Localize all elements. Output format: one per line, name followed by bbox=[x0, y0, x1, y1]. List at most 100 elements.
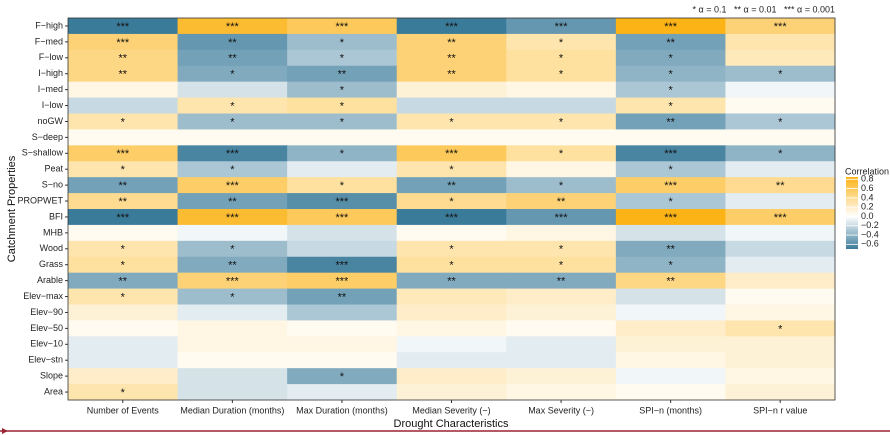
y-tick-label: Elev−50 bbox=[30, 323, 63, 333]
heatmap-cell bbox=[506, 97, 617, 114]
heatmap-cell bbox=[287, 224, 398, 242]
y-tick-label: PROPWET bbox=[17, 195, 63, 205]
heatmap-cell bbox=[68, 177, 179, 194]
heatmap-cell bbox=[615, 145, 726, 162]
heatmap-cell bbox=[725, 224, 836, 242]
heatmap-cell bbox=[177, 145, 288, 162]
heatmap-cell bbox=[177, 65, 288, 83]
heatmap-cell bbox=[615, 304, 726, 321]
significance-stars: *** bbox=[664, 212, 678, 224]
significance-stars: *** bbox=[336, 21, 350, 33]
heatmap-cell bbox=[506, 161, 617, 178]
heatmap-cell bbox=[68, 145, 179, 162]
heatmap-cell bbox=[177, 272, 288, 290]
significance-stars: *** bbox=[336, 212, 350, 224]
significance-stars: * bbox=[559, 37, 564, 49]
heatmap-cell bbox=[68, 18, 179, 35]
significance-stars: ** bbox=[557, 276, 566, 288]
heatmap-cell bbox=[725, 49, 836, 67]
heatmap-cell bbox=[396, 129, 507, 146]
significance-stars: * bbox=[340, 85, 345, 97]
heatmap-cell bbox=[725, 81, 836, 99]
significance-stars: *** bbox=[664, 148, 678, 160]
heatmap-cell bbox=[725, 193, 836, 210]
heatmap-cell bbox=[506, 368, 617, 385]
heatmap-cell bbox=[725, 33, 836, 51]
heatmap-cell bbox=[287, 368, 398, 385]
heatmap-cell bbox=[68, 304, 179, 321]
heatmap-cell bbox=[725, 288, 836, 305]
heatmap-cell bbox=[177, 161, 288, 178]
significance-stars: *** bbox=[226, 180, 240, 192]
heatmap-cell bbox=[68, 129, 179, 146]
significance-stars: *** bbox=[774, 212, 788, 224]
heatmap-cell bbox=[396, 304, 507, 321]
heatmap-cell bbox=[615, 81, 726, 99]
heatmap-cell bbox=[615, 240, 726, 258]
heatmap-cell bbox=[396, 18, 507, 35]
heatmap-cell bbox=[177, 352, 288, 369]
y-tick-label: Arable bbox=[37, 275, 63, 285]
significance-stars: * bbox=[340, 100, 345, 112]
significance-stars: * bbox=[669, 164, 674, 176]
heatmap-cell bbox=[68, 113, 179, 130]
significance-stars: *** bbox=[555, 212, 569, 224]
heatmap-cell bbox=[725, 256, 836, 274]
x-tick-label: SPI−n r value bbox=[753, 405, 807, 415]
heatmap-cell bbox=[725, 65, 836, 83]
heatmap-cell bbox=[506, 272, 617, 290]
heatmap-cell bbox=[615, 336, 726, 353]
colorbar-tick-label: 0.0 bbox=[861, 211, 874, 221]
heatmap-cell bbox=[615, 161, 726, 178]
significance-stars: *** bbox=[116, 21, 130, 33]
x-tick-label: Max Duration (months) bbox=[296, 405, 388, 415]
significance-stars: * bbox=[121, 164, 126, 176]
heatmap-cell bbox=[177, 49, 288, 67]
heatmap-cell bbox=[287, 272, 398, 290]
heatmap-cell bbox=[396, 33, 507, 51]
significance-stars: *** bbox=[116, 212, 130, 224]
significance-stars: ** bbox=[119, 53, 128, 65]
significance-stars: * bbox=[449, 196, 454, 208]
colorbar-tick-label: −0.2 bbox=[861, 220, 879, 230]
significance-stars: * bbox=[669, 100, 674, 112]
heatmap-cell bbox=[287, 352, 398, 369]
y-tick-label: Elev−stn bbox=[28, 355, 63, 365]
heatmap-cell bbox=[68, 49, 179, 67]
heatmap-cell bbox=[68, 193, 179, 210]
heatmap-cell bbox=[177, 320, 288, 337]
significance-stars: *** bbox=[226, 21, 240, 33]
x-axis-title: Drought Characteristics bbox=[394, 418, 509, 430]
heatmap-cell bbox=[396, 384, 507, 401]
significance-stars: * bbox=[778, 323, 783, 335]
y-tick-label: F−low bbox=[39, 52, 64, 62]
heatmap-cell bbox=[177, 256, 288, 274]
significance-stars: * bbox=[340, 53, 345, 65]
colorbar-tick-label: −0.6 bbox=[861, 239, 879, 249]
significance-stars: * bbox=[449, 260, 454, 272]
significance-stars: ** bbox=[557, 196, 566, 208]
heatmap-cell bbox=[396, 145, 507, 162]
significance-stars: * bbox=[559, 69, 564, 81]
significance-stars: * bbox=[449, 164, 454, 176]
significance-stars: *** bbox=[445, 212, 459, 224]
heatmap-cell bbox=[506, 49, 617, 67]
y-tick-label: Elev−max bbox=[23, 291, 63, 301]
significance-stars: * bbox=[559, 116, 564, 128]
significance-stars: * bbox=[559, 148, 564, 160]
heatmap-cell bbox=[287, 288, 398, 305]
heatmap-cell bbox=[396, 161, 507, 178]
significance-stars: ** bbox=[119, 276, 128, 288]
significance-stars: * bbox=[778, 69, 783, 81]
significance-stars: * bbox=[559, 53, 564, 65]
significance-stars: ** bbox=[666, 244, 675, 256]
colorbar-tick-label: 0.6 bbox=[861, 183, 874, 193]
heatmap-cell bbox=[68, 256, 179, 274]
significance-stars: ** bbox=[666, 116, 675, 128]
y-tick-label: Elev−10 bbox=[30, 339, 63, 349]
y-tick-label: noGW bbox=[37, 116, 63, 126]
significance-stars: ** bbox=[776, 180, 785, 192]
significance-note: * α = 0.1 ** α = 0.01 *** α = 0.001 bbox=[693, 4, 835, 14]
